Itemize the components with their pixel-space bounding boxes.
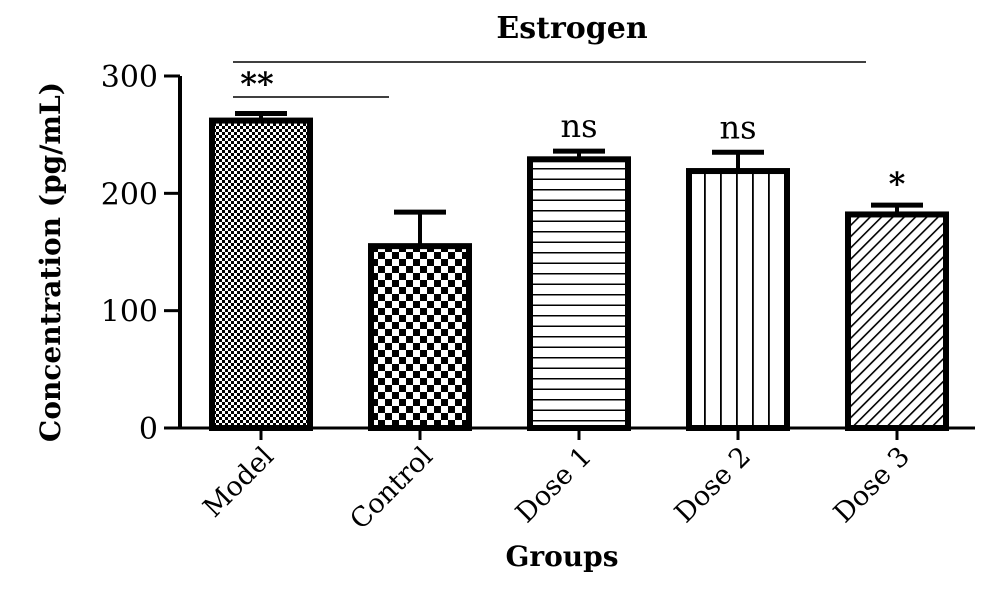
significance-label: * bbox=[889, 165, 906, 203]
y-axis-label: Concentration (pg/mL) bbox=[34, 82, 67, 442]
x-tick-label: Dose 3 bbox=[828, 441, 916, 529]
bar-dose-2 bbox=[686, 168, 790, 431]
x-tick-label: Dose 2 bbox=[669, 441, 757, 529]
significance-label: ns bbox=[719, 108, 756, 146]
y-tick-label: 100 bbox=[101, 295, 158, 330]
y-tick-label: 0 bbox=[139, 412, 158, 447]
x-tick-label: Dose 1 bbox=[510, 441, 598, 529]
y-tick-label: 300 bbox=[101, 60, 158, 95]
x-axis-label: Groups bbox=[505, 540, 618, 573]
y-tick-label: 200 bbox=[101, 177, 158, 212]
chart-title: Estrogen bbox=[496, 11, 647, 46]
bar-model bbox=[209, 117, 313, 431]
bracket-label: ** bbox=[240, 65, 274, 103]
x-tick-label: Model bbox=[197, 441, 280, 524]
bar-control bbox=[368, 243, 472, 431]
significance-label: ns bbox=[560, 107, 597, 145]
x-tick-label: Control bbox=[344, 441, 439, 536]
bar-dose-1 bbox=[527, 156, 631, 431]
bar-dose-3 bbox=[845, 211, 949, 431]
